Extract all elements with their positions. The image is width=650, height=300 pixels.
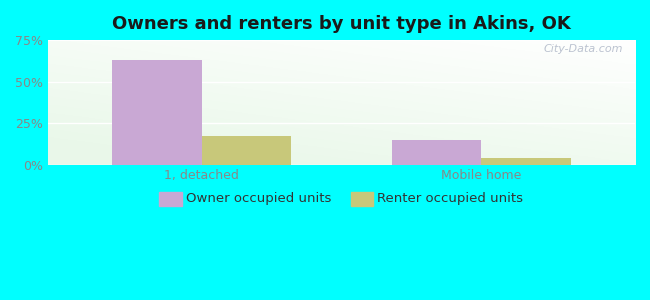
Legend: Owner occupied units, Renter occupied units: Owner occupied units, Renter occupied un… bbox=[154, 187, 528, 210]
Text: City-Data.com: City-Data.com bbox=[544, 44, 623, 54]
Title: Owners and renters by unit type in Akins, OK: Owners and renters by unit type in Akins… bbox=[112, 15, 571, 33]
Bar bbox=[481, 158, 571, 165]
Bar bbox=[112, 60, 202, 165]
Bar bbox=[392, 140, 481, 165]
Bar bbox=[202, 136, 291, 165]
